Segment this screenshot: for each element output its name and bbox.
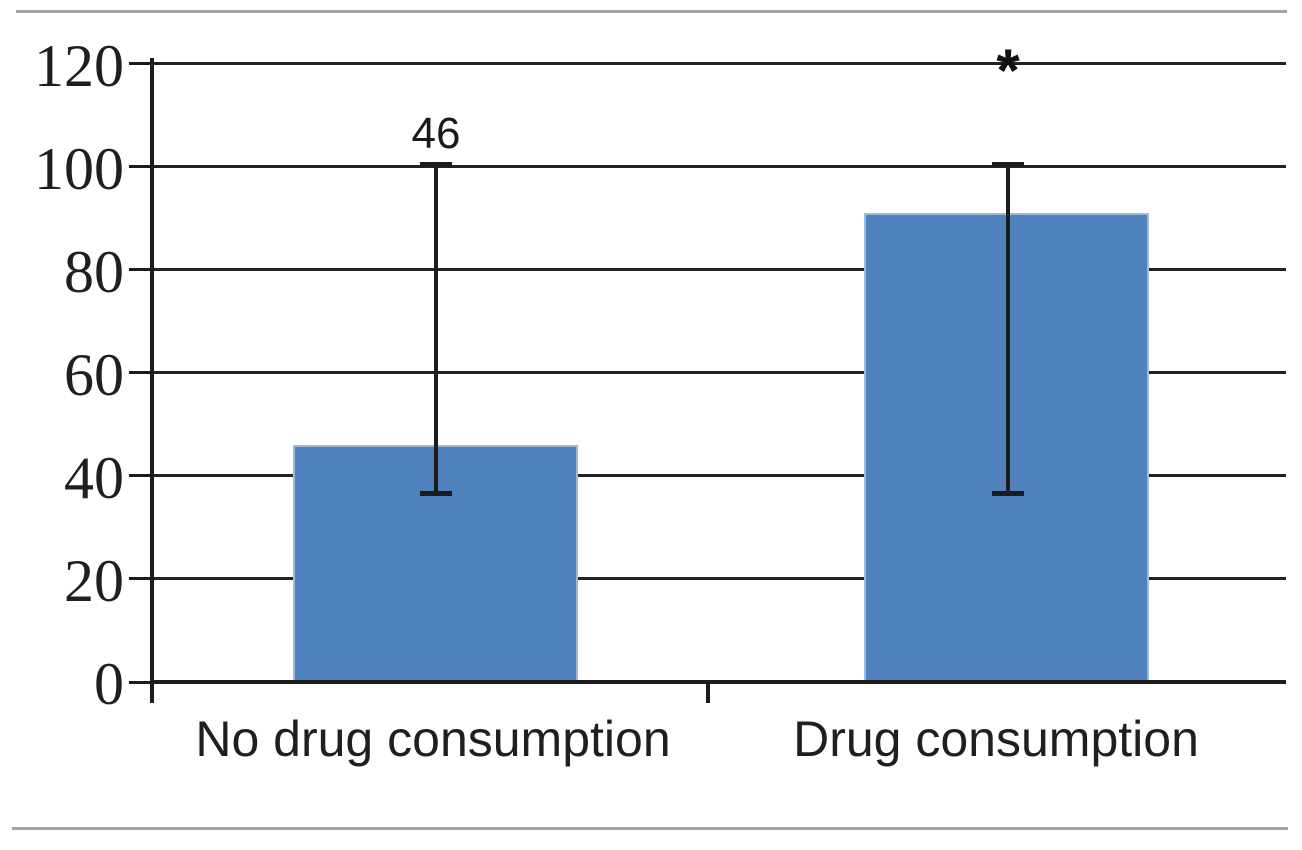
x-axis-line <box>150 680 1286 684</box>
gridline-20 <box>152 577 1286 581</box>
error-bar-line-no-drug-consumption <box>434 166 438 492</box>
y-axis-line <box>150 58 154 703</box>
error-bar-cap-top-drug-consumption <box>992 161 1024 167</box>
x-axis-category-tick <box>706 682 710 703</box>
y-axis-tick-label-40: 40 <box>64 444 124 511</box>
y-axis-tick-label-100: 100 <box>34 135 124 202</box>
significance-asterisk: * <box>996 37 1020 104</box>
y-axis-tick-label-120: 120 <box>34 32 124 99</box>
bar-value-label: 46 <box>411 109 461 158</box>
y-axis-tick-label-0: 0 <box>94 651 124 717</box>
gridline-60 <box>152 371 1286 375</box>
y-axis-tick-100 <box>129 165 152 169</box>
y-axis-tick-label-60: 60 <box>64 341 124 408</box>
top-divider <box>16 10 1287 13</box>
error-bar-cap-bottom-drug-consumption <box>992 491 1024 497</box>
y-axis-tick-0 <box>129 680 152 684</box>
y-axis-tick-120 <box>129 62 152 65</box>
y-axis-tick-60 <box>129 371 152 375</box>
y-axis-tick-label-80: 80 <box>64 238 124 305</box>
gridline-40 <box>152 474 1286 478</box>
x-axis-category-label-drug-consumption: Drug consumption <box>793 711 1199 767</box>
error-bar-line-drug-consumption <box>1006 166 1010 492</box>
bottom-divider <box>12 827 1288 830</box>
error-bar-cap-top-no-drug-consumption <box>420 161 452 167</box>
gridline-80 <box>152 268 1286 272</box>
error-bar-cap-bottom-no-drug-consumption <box>420 491 452 497</box>
y-axis-tick-40 <box>129 474 152 478</box>
gridline-120 <box>152 62 1286 65</box>
x-axis-category-label-no-drug-consumption: No drug consumption <box>195 711 671 767</box>
y-axis-tick-label-20: 20 <box>64 547 124 614</box>
gridline-100 <box>152 165 1286 169</box>
y-axis-tick-80 <box>129 268 152 272</box>
bar-no-drug-consumption <box>293 444 578 682</box>
y-axis-tick-20 <box>129 577 152 581</box>
